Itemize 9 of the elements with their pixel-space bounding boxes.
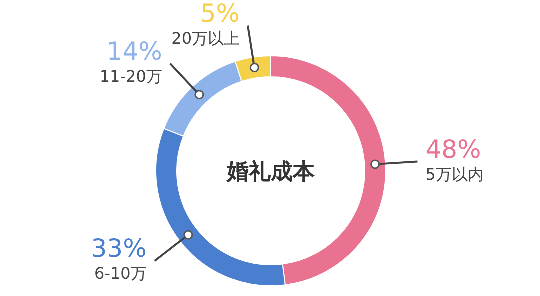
slice-label: 5万以内: [426, 164, 484, 184]
slice-label: 20万以上: [172, 28, 240, 48]
text: 婚礼成本: [226, 160, 316, 185]
data-label: 48%: [426, 134, 482, 164]
data-label: 33%: [91, 234, 147, 264]
slice-label: 6-10万: [94, 264, 147, 284]
data-label: 14%: [106, 36, 162, 66]
data-label: 5%: [200, 0, 240, 28]
slice-label: 11-20万: [100, 66, 162, 86]
